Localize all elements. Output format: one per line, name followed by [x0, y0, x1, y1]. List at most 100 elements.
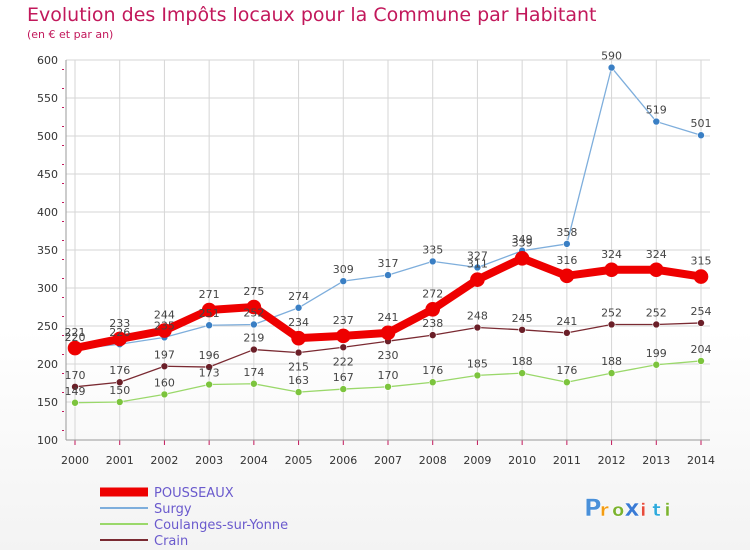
data-label-crain: 196	[199, 349, 220, 362]
x-tick-label: 2009	[463, 454, 491, 467]
data-point-pousseaux	[246, 299, 262, 315]
data-label-coulanges-sur-yonne: 204	[691, 343, 712, 356]
data-label-crain: 241	[556, 315, 577, 328]
y-tick-label: 250	[37, 320, 58, 333]
data-label-coulanges-sur-yonne: 170	[378, 369, 399, 382]
x-tick-label: 2004	[240, 454, 268, 467]
data-point-coulanges-sur-yonne	[652, 360, 661, 369]
x-tick-label: 2000	[61, 454, 89, 467]
data-point-coulanges-sur-yonne	[697, 357, 705, 365]
data-label-coulanges-sur-yonne: 173	[199, 367, 220, 380]
data-point-coulanges-sur-yonne	[473, 371, 482, 380]
data-point-coulanges-sur-yonne	[563, 378, 571, 387]
data-label-coulanges-sur-yonne: 176	[556, 364, 577, 377]
data-label-coulanges-sur-yonne: 199	[646, 347, 667, 360]
data-label-pousseaux: 311	[467, 258, 488, 271]
data-point-pousseaux	[380, 325, 396, 341]
data-label-coulanges-sur-yonne: 160	[154, 376, 175, 389]
y-tick-label: 100	[37, 434, 58, 447]
legend-label-surgy: Surgy	[154, 502, 192, 517]
y-tick-label: 400	[37, 206, 58, 219]
data-point-crain	[294, 348, 303, 357]
data-label-surgy: 590	[601, 50, 622, 63]
data-label-pousseaux: 315	[691, 255, 712, 268]
data-point-coulanges-sur-yonne	[294, 388, 303, 396]
data-label-pousseaux: 275	[243, 285, 264, 298]
data-point-surgy	[294, 303, 303, 312]
x-tick-label: 2003	[195, 454, 223, 467]
data-point-coulanges-sur-yonne	[205, 380, 213, 389]
data-point-surgy	[428, 257, 437, 266]
data-label-surgy: 317	[378, 257, 399, 270]
data-label-coulanges-sur-yonne: 176	[422, 364, 443, 377]
data-label-pousseaux: 324	[646, 248, 667, 261]
data-label-surgy: 251	[199, 307, 220, 320]
logo-letter: o	[612, 500, 624, 521]
data-label-coulanges-sur-yonne: 150	[109, 384, 130, 397]
data-point-crain	[518, 325, 526, 334]
x-tick-label: 2008	[419, 454, 447, 467]
data-point-coulanges-sur-yonne	[250, 379, 258, 388]
data-point-pousseaux	[470, 272, 485, 287]
data-label-pousseaux: 271	[199, 288, 220, 301]
data-point-pousseaux	[335, 328, 351, 344]
data-point-surgy	[250, 320, 258, 329]
data-label-surgy: 220	[65, 331, 86, 344]
data-label-crain: 176	[109, 364, 130, 377]
data-point-pousseaux	[157, 323, 172, 338]
data-point-crain	[607, 320, 616, 329]
data-point-coulanges-sur-yonne	[115, 398, 124, 406]
data-label-surgy: 519	[646, 104, 667, 117]
data-point-pousseaux	[514, 251, 530, 266]
series-layer	[67, 63, 709, 407]
logo-letter: i	[640, 500, 646, 521]
data-label-crain: 222	[333, 355, 354, 368]
data-label-crain: 170	[65, 369, 86, 382]
data-point-crain	[205, 363, 213, 371]
data-label-coulanges-sur-yonne: 185	[467, 357, 488, 370]
data-point-pousseaux	[201, 302, 217, 318]
logo-letter: i	[664, 500, 670, 521]
data-label-crain: 254	[691, 305, 712, 318]
data-label-surgy: 335	[422, 243, 443, 256]
data-label-coulanges-sur-yonne: 188	[512, 355, 533, 368]
data-label-pousseaux: 237	[333, 314, 354, 327]
data-point-pousseaux	[693, 269, 709, 284]
data-label-pousseaux: 221	[65, 326, 86, 339]
data-label-pousseaux: 244	[154, 309, 175, 322]
legend-label-pousseaux: POUSSEAUX	[154, 486, 234, 501]
data-point-crain	[250, 345, 258, 354]
data-label-crain: 238	[422, 317, 443, 330]
data-point-coulanges-sur-yonne	[518, 369, 526, 377]
logo-letter: t	[652, 500, 661, 521]
data-point-surgy	[563, 240, 571, 248]
data-label-layer: 170 176 197 196 219 215 222 230 238 248 245 241 252 2…	[65, 50, 712, 398]
data-label-pousseaux: 324	[601, 248, 622, 261]
data-label-crain: 219	[243, 332, 264, 345]
data-point-coulanges-sur-yonne	[71, 398, 79, 407]
data-point-crain	[697, 319, 705, 327]
data-label-pousseaux: 233	[109, 317, 130, 330]
data-point-crain	[160, 362, 169, 371]
x-tick-label: 2006	[329, 454, 357, 467]
legend-label-crain: Crain	[154, 534, 188, 549]
axis-layer: 100 150 200 250 300 350 400 450 500 550 600 2000 200…	[37, 54, 715, 467]
grid-layer	[66, 59, 710, 441]
x-tick-label: 2005	[285, 454, 313, 467]
logo-letter: x	[624, 494, 640, 522]
data-point-crain	[71, 382, 79, 391]
y-tick-label: 500	[37, 130, 58, 143]
legend-label-coulanges-sur-yonne: Coulanges-sur-Yonne	[154, 518, 288, 533]
data-label-pousseaux: 316	[556, 254, 577, 267]
data-point-crain	[563, 329, 571, 337]
data-label-surgy: 226	[109, 326, 130, 339]
data-label-crain: 230	[378, 349, 399, 362]
data-point-pousseaux	[112, 331, 128, 347]
x-tick-label: 2007	[374, 454, 402, 467]
data-label-surgy: 327	[467, 249, 488, 262]
data-point-coulanges-sur-yonne	[339, 385, 348, 393]
data-point-coulanges-sur-yonne	[160, 390, 169, 399]
data-point-pousseaux	[604, 262, 619, 278]
logo-letter: P	[584, 494, 602, 522]
